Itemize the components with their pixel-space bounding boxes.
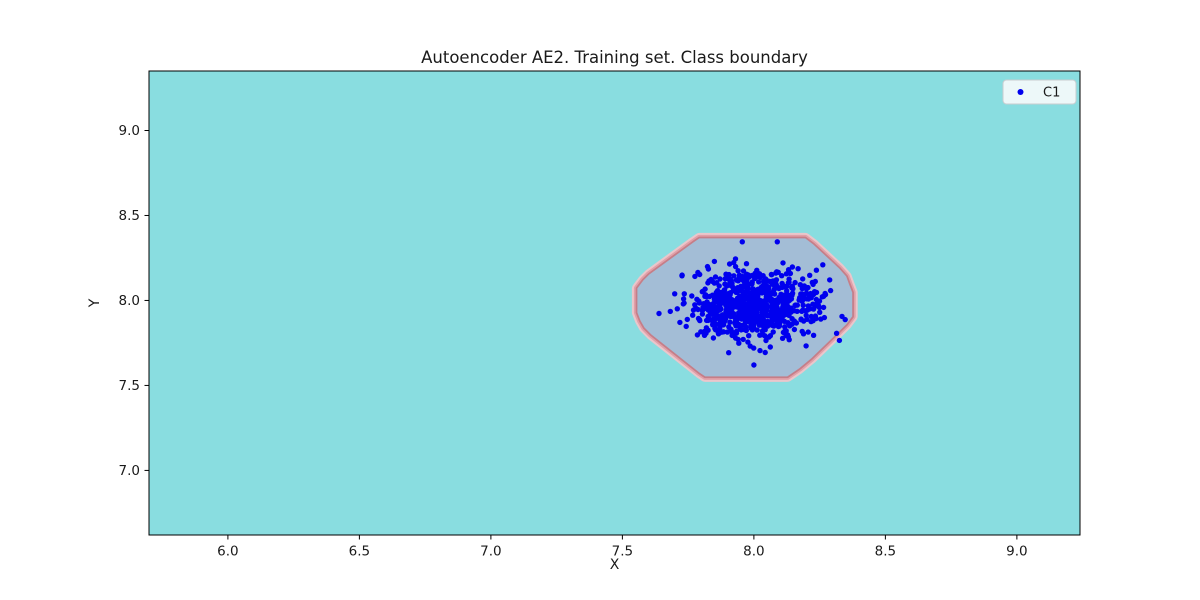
- legend-box: [1002, 79, 1077, 105]
- svg-text:7.0: 7.0: [119, 463, 140, 479]
- svg-text:7.5: 7.5: [119, 378, 140, 394]
- legend-marker-dot: [1017, 89, 1024, 95]
- svg-text:8.5: 8.5: [119, 208, 140, 224]
- svg-text:8.5: 8.5: [875, 544, 896, 560]
- x-axis-tick-labels: 6.0 6.5 7.0 7.5 8.0 8.5 9.0: [217, 544, 1027, 560]
- x-axis-label: X: [610, 557, 620, 573]
- legend: C1: [1002, 79, 1077, 105]
- plot-area: [149, 71, 1080, 535]
- legend-entry-label: C1: [1043, 86, 1060, 101]
- svg-text:8.0: 8.0: [743, 544, 764, 560]
- chart-title: Autoencoder AE2. Training set. Class bou…: [421, 48, 808, 67]
- x-axis-ticks: [227, 535, 1018, 540]
- svg-text:6.0: 6.0: [217, 544, 238, 560]
- svg-text:6.5: 6.5: [349, 544, 370, 560]
- y-axis-ticks: [144, 129, 149, 471]
- y-axis-label: Y: [87, 298, 103, 308]
- y-axis-tick-labels: 7.0 7.5 8.0 8.5 9.0: [119, 123, 140, 479]
- svg-text:9.0: 9.0: [1006, 544, 1027, 560]
- svg-text:9.0: 9.0: [119, 123, 140, 139]
- svg-text:8.0: 8.0: [119, 293, 140, 309]
- svg-text:7.0: 7.0: [480, 544, 501, 560]
- svg-text:7.5: 7.5: [612, 544, 633, 560]
- axes-frame: [148, 70, 1081, 536]
- scatter-series-c1: [656, 239, 848, 368]
